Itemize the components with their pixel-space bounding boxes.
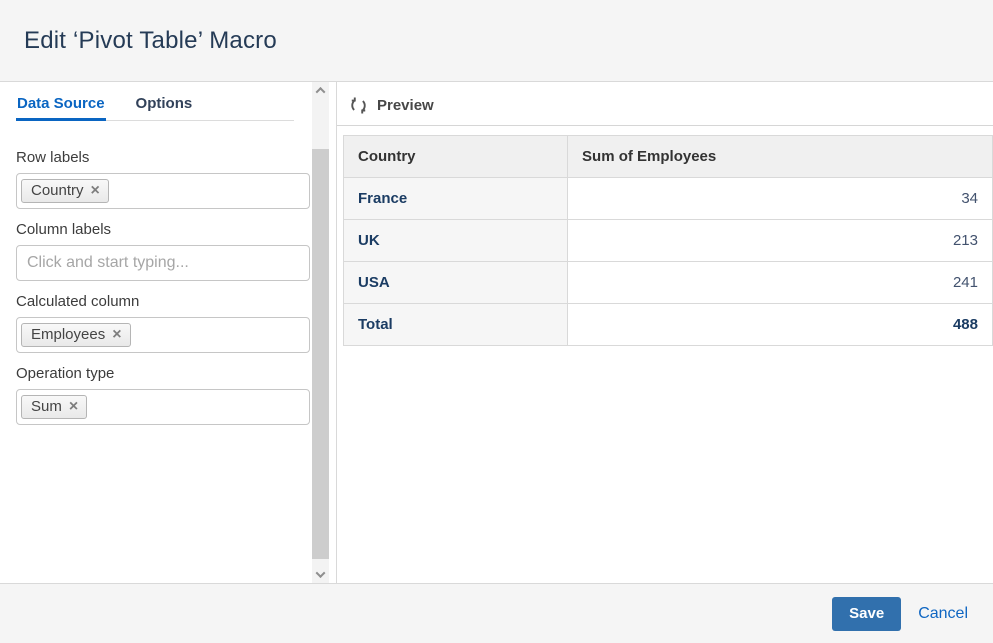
dialog-body: Data Source Options Row labels Country ×… bbox=[0, 82, 993, 583]
refresh-icon[interactable] bbox=[349, 96, 368, 115]
chevron-down-icon bbox=[315, 568, 326, 579]
tag-employees[interactable]: Employees × bbox=[21, 323, 131, 347]
row-label-cell: UK bbox=[342, 219, 569, 262]
tab-options[interactable]: Options bbox=[135, 95, 193, 112]
row-value-cell: 241 bbox=[567, 261, 993, 304]
column-labels-input[interactable] bbox=[21, 252, 305, 274]
total-value-cell: 488 bbox=[567, 303, 993, 346]
save-button[interactable]: Save bbox=[832, 596, 902, 631]
remove-tag-icon[interactable]: × bbox=[90, 181, 100, 199]
tag-sum[interactable]: Sum × bbox=[21, 395, 88, 419]
total-label-cell: Total bbox=[342, 303, 569, 346]
table-row: France 34 bbox=[342, 177, 993, 220]
cancel-link[interactable]: Cancel bbox=[918, 604, 968, 622]
table-header-row: Country Sum of Employees bbox=[342, 135, 993, 178]
row-labels-input[interactable]: Country × bbox=[16, 173, 310, 209]
row-value-cell: 34 bbox=[567, 177, 993, 220]
calculated-column-field-group: Calculated column Employees × bbox=[16, 292, 310, 353]
scrollbar-thumb[interactable] bbox=[312, 149, 329, 559]
preview-table: Country Sum of Employees France 34 UK 21… bbox=[342, 135, 993, 346]
left-panel-scrollbar[interactable] bbox=[312, 82, 329, 583]
calculated-column-input[interactable]: Employees × bbox=[16, 317, 310, 353]
tag-country[interactable]: Country × bbox=[21, 179, 109, 203]
row-value-cell: 213 bbox=[567, 219, 993, 262]
column-labels-field-group: Column labels bbox=[16, 220, 310, 281]
row-label-cell: USA bbox=[342, 261, 569, 304]
scroll-up-arrow[interactable] bbox=[312, 82, 329, 99]
remove-tag-icon[interactable]: × bbox=[112, 325, 122, 343]
row-labels-label: Row labels bbox=[16, 149, 90, 166]
table-row: UK 213 bbox=[342, 219, 993, 262]
operation-type-input[interactable]: Sum × bbox=[16, 389, 310, 425]
table-total-row: Total 488 bbox=[342, 303, 993, 346]
preview-panel: Preview Country Sum of Employees France … bbox=[337, 82, 993, 583]
dialog-header: Edit ‘Pivot Table’ Macro bbox=[0, 0, 993, 82]
tag-label: Employees bbox=[31, 326, 106, 343]
table-row: USA 241 bbox=[342, 261, 993, 304]
operation-type-label: Operation type bbox=[16, 365, 115, 382]
column-labels-input-box[interactable] bbox=[16, 245, 310, 281]
preview-header: Preview bbox=[337, 82, 993, 126]
tab-data-source[interactable]: Data Source bbox=[16, 93, 106, 121]
column-header-sum-of-employees: Sum of Employees bbox=[567, 135, 993, 178]
row-label-cell: France bbox=[342, 177, 569, 220]
tag-label: Country bbox=[31, 182, 84, 199]
tag-label: Sum bbox=[31, 398, 62, 415]
dialog-title: Edit ‘Pivot Table’ Macro bbox=[24, 26, 277, 54]
column-header-country: Country bbox=[342, 135, 569, 178]
column-labels-label: Column labels bbox=[16, 221, 112, 238]
operation-type-field-group: Operation type Sum × bbox=[16, 364, 310, 425]
scroll-down-arrow[interactable] bbox=[312, 566, 329, 583]
dialog-footer: Save Cancel bbox=[0, 583, 993, 643]
calculated-column-label: Calculated column bbox=[16, 293, 140, 310]
remove-tag-icon[interactable]: × bbox=[68, 397, 79, 415]
chevron-up-icon bbox=[315, 86, 326, 97]
macro-settings-panel: Data Source Options Row labels Country ×… bbox=[0, 82, 337, 583]
tab-bar: Data Source Options bbox=[16, 93, 294, 121]
preview-title: Preview bbox=[377, 97, 434, 114]
row-labels-field-group: Row labels Country × bbox=[16, 148, 310, 209]
